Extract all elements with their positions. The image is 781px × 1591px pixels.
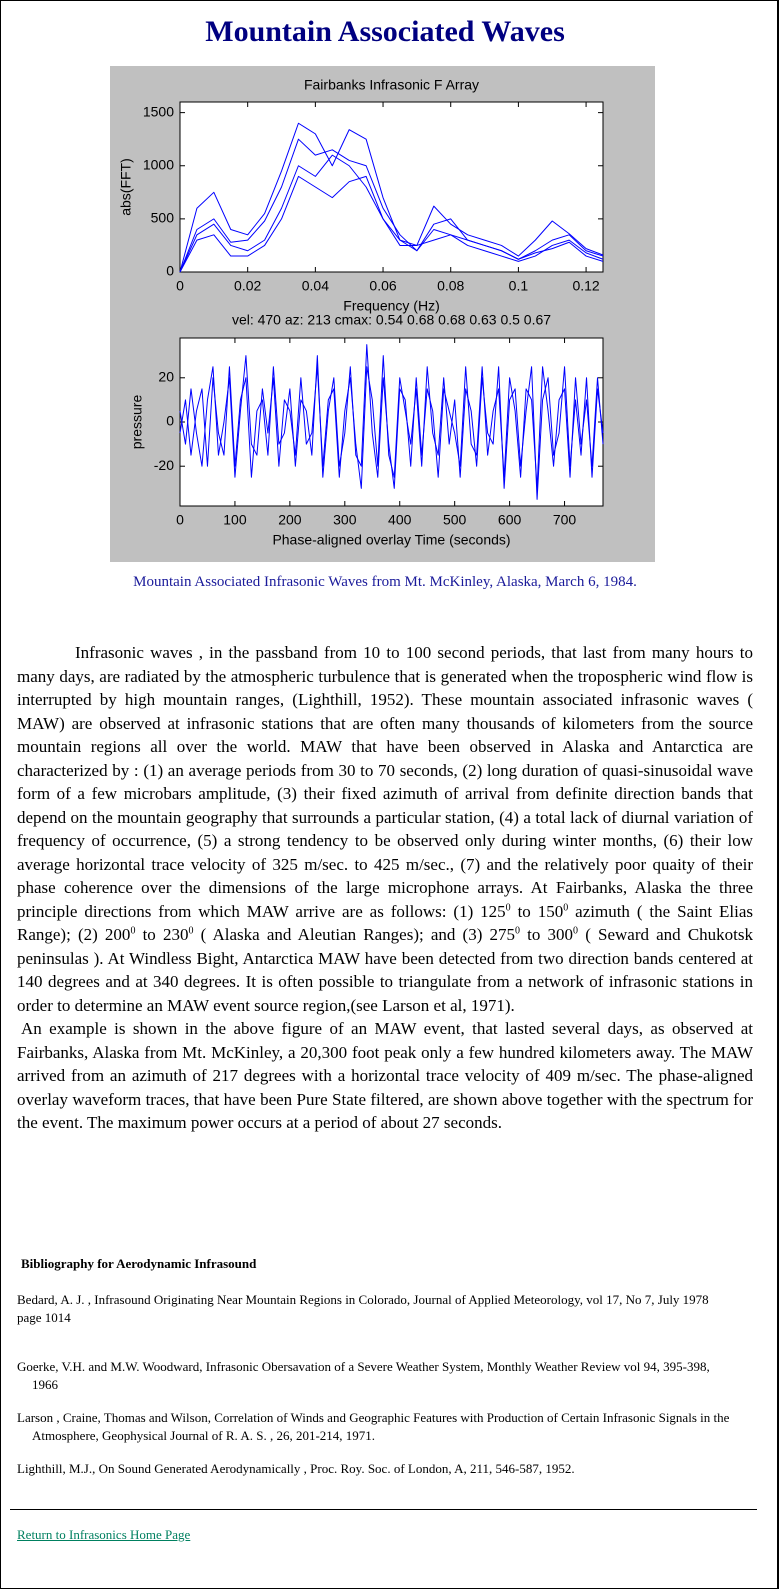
superscript: 0 (505, 901, 511, 913)
x-tick-label: 400 (388, 512, 412, 528)
plot-title: Fairbanks Infrasonic F Array (304, 77, 479, 93)
divider (10, 1509, 757, 1510)
text: ( Alaska and Aleutian Ranges); and (3) 2… (193, 925, 516, 944)
bibliography-entry: Lighthill, M.J., On Sound Generated Aero… (17, 1461, 575, 1476)
y-tick-label: 1000 (143, 156, 174, 172)
data-line (179, 122, 604, 273)
figure: Fairbanks Infrasonic F Array Frequency (H… (110, 66, 655, 562)
data-line (179, 175, 604, 273)
y-tick-label: -20 (154, 457, 174, 473)
page-title: Mountain Associated Waves (205, 15, 565, 48)
y-axis-label: abs(FFT) (118, 158, 134, 216)
paragraph: An example is shown in the above figure … (17, 1017, 753, 1135)
superscript: 0 (130, 925, 136, 937)
y-tick-label: 0 (166, 413, 174, 429)
x-tick-label: 200 (278, 512, 302, 528)
x-tick-label: 0.04 (302, 278, 329, 294)
y-tick-label: 20 (158, 368, 174, 384)
superscript: 0 (188, 925, 194, 937)
data-line (179, 344, 604, 489)
text: to 230 (135, 925, 189, 944)
y-tick-label: 1500 (143, 103, 174, 119)
text: ( Seward and Chukotsk peninsulas ). At W… (17, 925, 754, 1015)
y-axis-label: pressure (129, 395, 145, 450)
bibliography-entry: Goerke, V.H. and M.W. Woodward, Infrason… (17, 1359, 710, 1392)
x-tick-label: 0 (176, 512, 184, 528)
body-text: Infrasonic waves , in the passband from … (17, 641, 753, 1135)
x-tick-label: 300 (333, 512, 357, 528)
y-tick-label: 500 (151, 210, 175, 226)
x-axis-label: Phase-aligned overlay Time (seconds) (272, 532, 510, 548)
text: Infrasonic waves , in the passband from … (17, 643, 753, 921)
x-tick-label: 100 (223, 512, 247, 528)
plot-title: vel: 470 az: 213 cmax: 0.54 0.68 0.68 0.… (232, 312, 551, 328)
bibliography-entry: Bedard, A. J. , Infrasound Originating N… (17, 1292, 709, 1325)
x-tick-label: 0 (176, 278, 184, 294)
x-tick-label: 0.1 (509, 278, 529, 294)
text: to 150 (510, 901, 564, 921)
x-tick-label: 700 (553, 512, 577, 528)
x-tick-label: 0.02 (234, 278, 261, 294)
y-tick-label: 0 (166, 263, 174, 279)
superscript: 0 (573, 925, 579, 937)
x-tick-label: 500 (443, 512, 467, 528)
x-tick-label: 0.06 (369, 278, 396, 294)
superscript: 0 (515, 925, 521, 937)
text: azimuth ( the Saint Elias Range); (2) 20… (17, 901, 753, 945)
superscript: 0 (563, 901, 569, 913)
home-link[interactable]: Return to Infrasonics Home Page (17, 1527, 191, 1542)
x-tick-label: 0.12 (572, 278, 599, 294)
text: An example is shown in the above figure … (17, 1019, 753, 1132)
x-tick-label: 0.08 (437, 278, 464, 294)
paragraph: Infrasonic waves , in the passband from … (17, 641, 753, 1017)
figure-plots: Fairbanks Infrasonic F Array Frequency (H… (118, 77, 604, 548)
plot-area (179, 337, 604, 507)
plot-area (179, 101, 604, 273)
figure-caption: Mountain Associated Infrasonic Waves fro… (133, 574, 637, 590)
data-line (179, 154, 604, 273)
x-tick-label: 600 (498, 512, 522, 528)
bibliography-heading: Bibliography for Aerodynamic Infrasound (21, 1256, 257, 1271)
x-axis-label: Frequency (Hz) (343, 298, 439, 314)
bibliography-entry: Larson , Craine, Thomas and Wilson, Corr… (17, 1410, 730, 1443)
data-line (179, 138, 604, 273)
text: to 300 (520, 925, 574, 944)
